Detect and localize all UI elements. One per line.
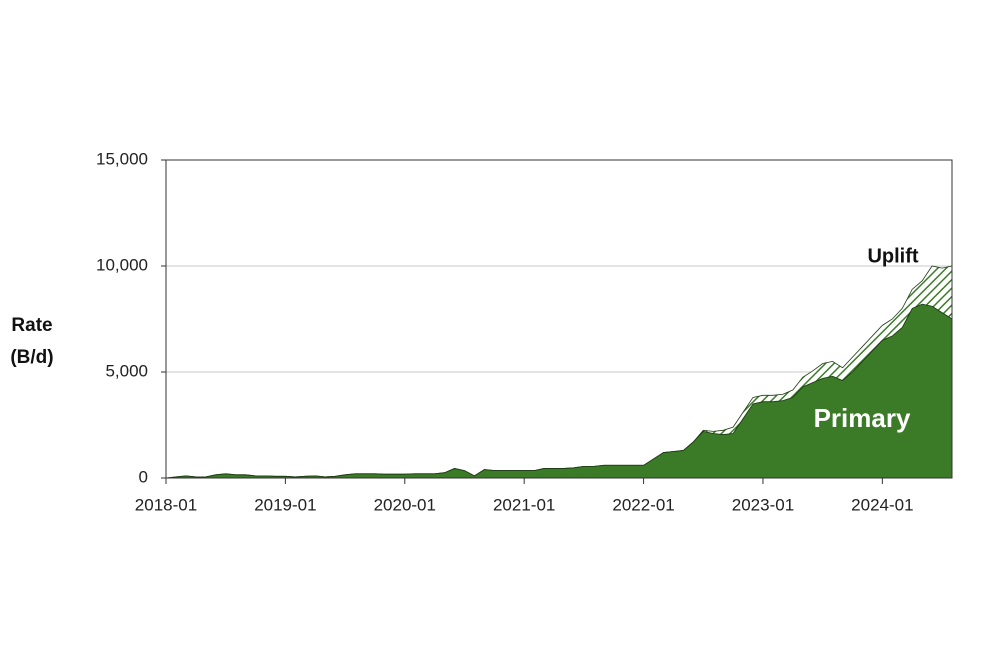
y-tick-label: 5,000 (105, 361, 148, 380)
x-tick-label: 2023-01 (732, 495, 794, 514)
x-tick-label: 2022-01 (612, 495, 674, 514)
y-tick-label: 10,000 (96, 255, 148, 274)
y-tick-label: 15,000 (96, 149, 148, 168)
y-tick-label: 0 (139, 467, 148, 486)
area (165, 303, 953, 479)
series-label: Uplift (867, 245, 918, 267)
x-tick-label: 2018-01 (135, 495, 197, 514)
plot-frame (165, 159, 953, 479)
x-tick-label: 2021-01 (493, 495, 555, 514)
x-tick-label: 2019-01 (254, 495, 316, 514)
x-tick-label: 2024-01 (851, 495, 913, 514)
y-axis-label: (B/d) (10, 347, 53, 368)
y-axis-label: Rate (11, 315, 52, 336)
x-tick-label: 2020-01 (374, 495, 436, 514)
series-label: Primary (814, 403, 911, 433)
